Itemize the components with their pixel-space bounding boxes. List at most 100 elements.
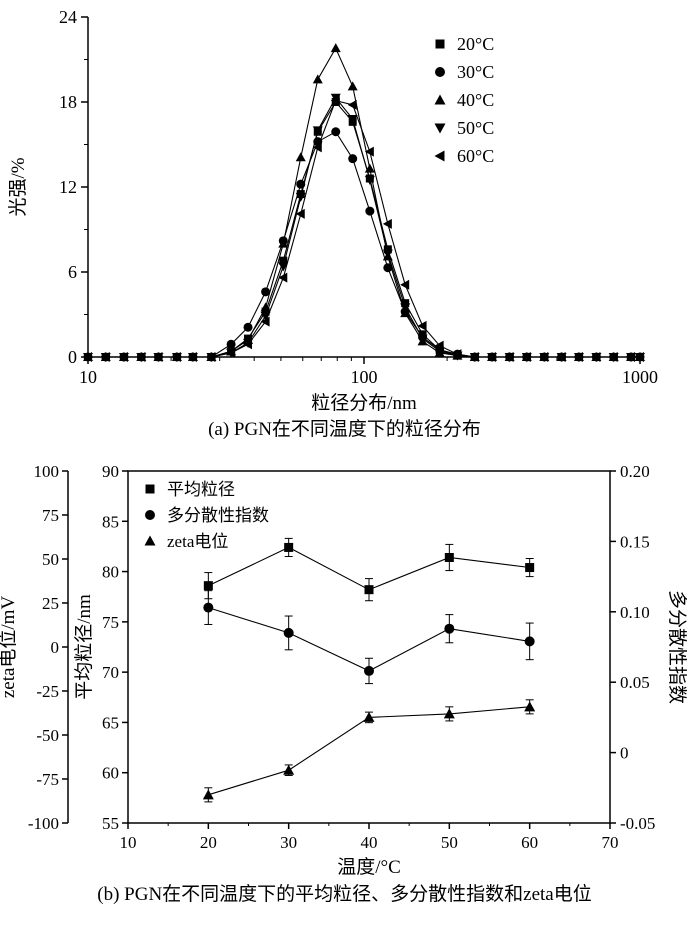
size-tick-label: 70 — [102, 663, 119, 682]
data-point — [312, 142, 322, 153]
x-tick-label: 40 — [361, 833, 378, 852]
legend-marker — [434, 150, 445, 162]
x-axis-label: 温度/°C — [337, 856, 401, 878]
data-point — [153, 352, 163, 362]
data-point — [591, 352, 601, 362]
data-point — [347, 115, 358, 124]
data-point — [365, 206, 375, 216]
panel-b: -100 -75 -50 -25 0 25 50 75 100 55 60 65 70 75 80 85 90-… — [0, 453, 689, 906]
data-point — [226, 347, 236, 358]
data-point — [434, 340, 444, 351]
data-point — [347, 81, 358, 91]
x-tick-label: 70 — [602, 833, 619, 852]
data-point — [444, 552, 454, 562]
data-point — [635, 352, 644, 362]
data-point — [136, 352, 146, 362]
size-tick-label: 75 — [102, 613, 119, 632]
legend-label: 30°C — [457, 62, 494, 82]
zeta-tick-label: 75 — [42, 506, 59, 525]
data-point — [487, 352, 497, 362]
y-tick-label: 0 — [68, 347, 77, 367]
x-tick-label: 30 — [280, 833, 297, 852]
data-point — [452, 349, 462, 360]
data-point — [187, 352, 197, 362]
data-point — [203, 581, 213, 591]
data-point — [417, 334, 428, 344]
data-point — [243, 339, 253, 350]
data-point — [279, 256, 288, 265]
data-point — [260, 316, 270, 327]
size-tick-label: 55 — [102, 814, 119, 833]
data-point — [525, 563, 535, 573]
caption-a: (a) PGN在不同温度下的粒径分布 — [208, 419, 481, 440]
data-point — [539, 352, 549, 362]
data-point — [363, 711, 375, 722]
legend-label: 40°C — [457, 90, 494, 110]
chart-a-canvas: 0 6 12 18 24 10 100 1000 粒径分布/nm 光强/% 20°C 30°C 40°C… — [7, 7, 658, 414]
data-point — [171, 352, 181, 362]
data-point — [364, 146, 374, 157]
data-point — [364, 175, 375, 185]
legend-label: 60°C — [457, 146, 494, 166]
data-point — [295, 192, 306, 202]
data-point — [364, 585, 374, 595]
data-point — [283, 764, 295, 775]
data-point — [400, 303, 411, 313]
y-tick-label: 24 — [59, 7, 77, 27]
data-point — [521, 352, 531, 362]
data-point — [118, 352, 128, 362]
zeta-tick-label: -25 — [36, 682, 59, 701]
data-point — [202, 789, 214, 800]
pdi-tick-label: 0.20 — [620, 462, 650, 481]
data-point — [261, 307, 270, 316]
legend-label: 50°C — [457, 118, 494, 138]
zeta-tick-label: -75 — [36, 770, 59, 789]
data-point — [347, 99, 357, 110]
x-axis-label: 粒径分布/nm — [311, 392, 417, 414]
pdi-tick-label: 0 — [620, 744, 629, 763]
size-axis-label: 平均粒径/nm — [73, 594, 95, 700]
data-point — [278, 262, 289, 272]
legend-marker — [144, 535, 156, 546]
data-point — [400, 279, 410, 290]
data-point — [573, 352, 583, 362]
data-point — [261, 287, 271, 297]
data-point — [382, 249, 393, 259]
legend-marker — [435, 67, 445, 77]
data-point — [556, 352, 566, 362]
caption-b: (b) PGN在不同温度下的平均粒径、多分散性指数和zeta电位 — [97, 884, 592, 905]
pdi-axis-label: 多分散性指数 — [666, 590, 688, 704]
legend-label: 多分散性指数 — [167, 506, 269, 525]
y-tick-label: 6 — [68, 262, 77, 282]
legend-label: zeta电位 — [167, 532, 228, 551]
size-tick-label: 85 — [102, 512, 119, 531]
data-point — [226, 339, 236, 349]
x-tick-label: 10 — [120, 833, 137, 852]
y-axis-label: 光强/% — [7, 157, 29, 216]
x-tick-label: 60 — [521, 833, 538, 852]
data-point — [283, 627, 294, 638]
data-point — [417, 320, 427, 331]
legend-marker — [434, 94, 446, 105]
zeta-tick-label: 100 — [34, 462, 60, 481]
legend-label: 20°C — [457, 34, 494, 54]
zeta-axis-label: zeta电位/mV — [0, 596, 19, 699]
legend-marker — [145, 484, 155, 494]
data-point — [278, 272, 288, 283]
data-point — [524, 701, 536, 712]
data-point — [382, 218, 392, 229]
data-point — [331, 127, 341, 137]
size-tick-label: 80 — [102, 563, 119, 582]
legend-marker — [434, 123, 446, 134]
zeta-tick-label: 25 — [42, 594, 59, 613]
data-point — [401, 299, 410, 308]
pdi-tick-label: 0.05 — [620, 673, 650, 692]
legend-label: 平均粒径 — [167, 480, 235, 499]
x-tick-label: 10 — [79, 367, 97, 387]
legend-marker — [435, 39, 445, 49]
legend-marker — [145, 510, 155, 520]
data-point — [206, 352, 216, 362]
y-tick-label: 12 — [59, 177, 77, 197]
data-point — [100, 352, 110, 362]
panel-a: 0 6 12 18 24 10 100 1000 粒径分布/nm 光强/% 20°C 30°C 40°C… — [0, 2, 689, 441]
